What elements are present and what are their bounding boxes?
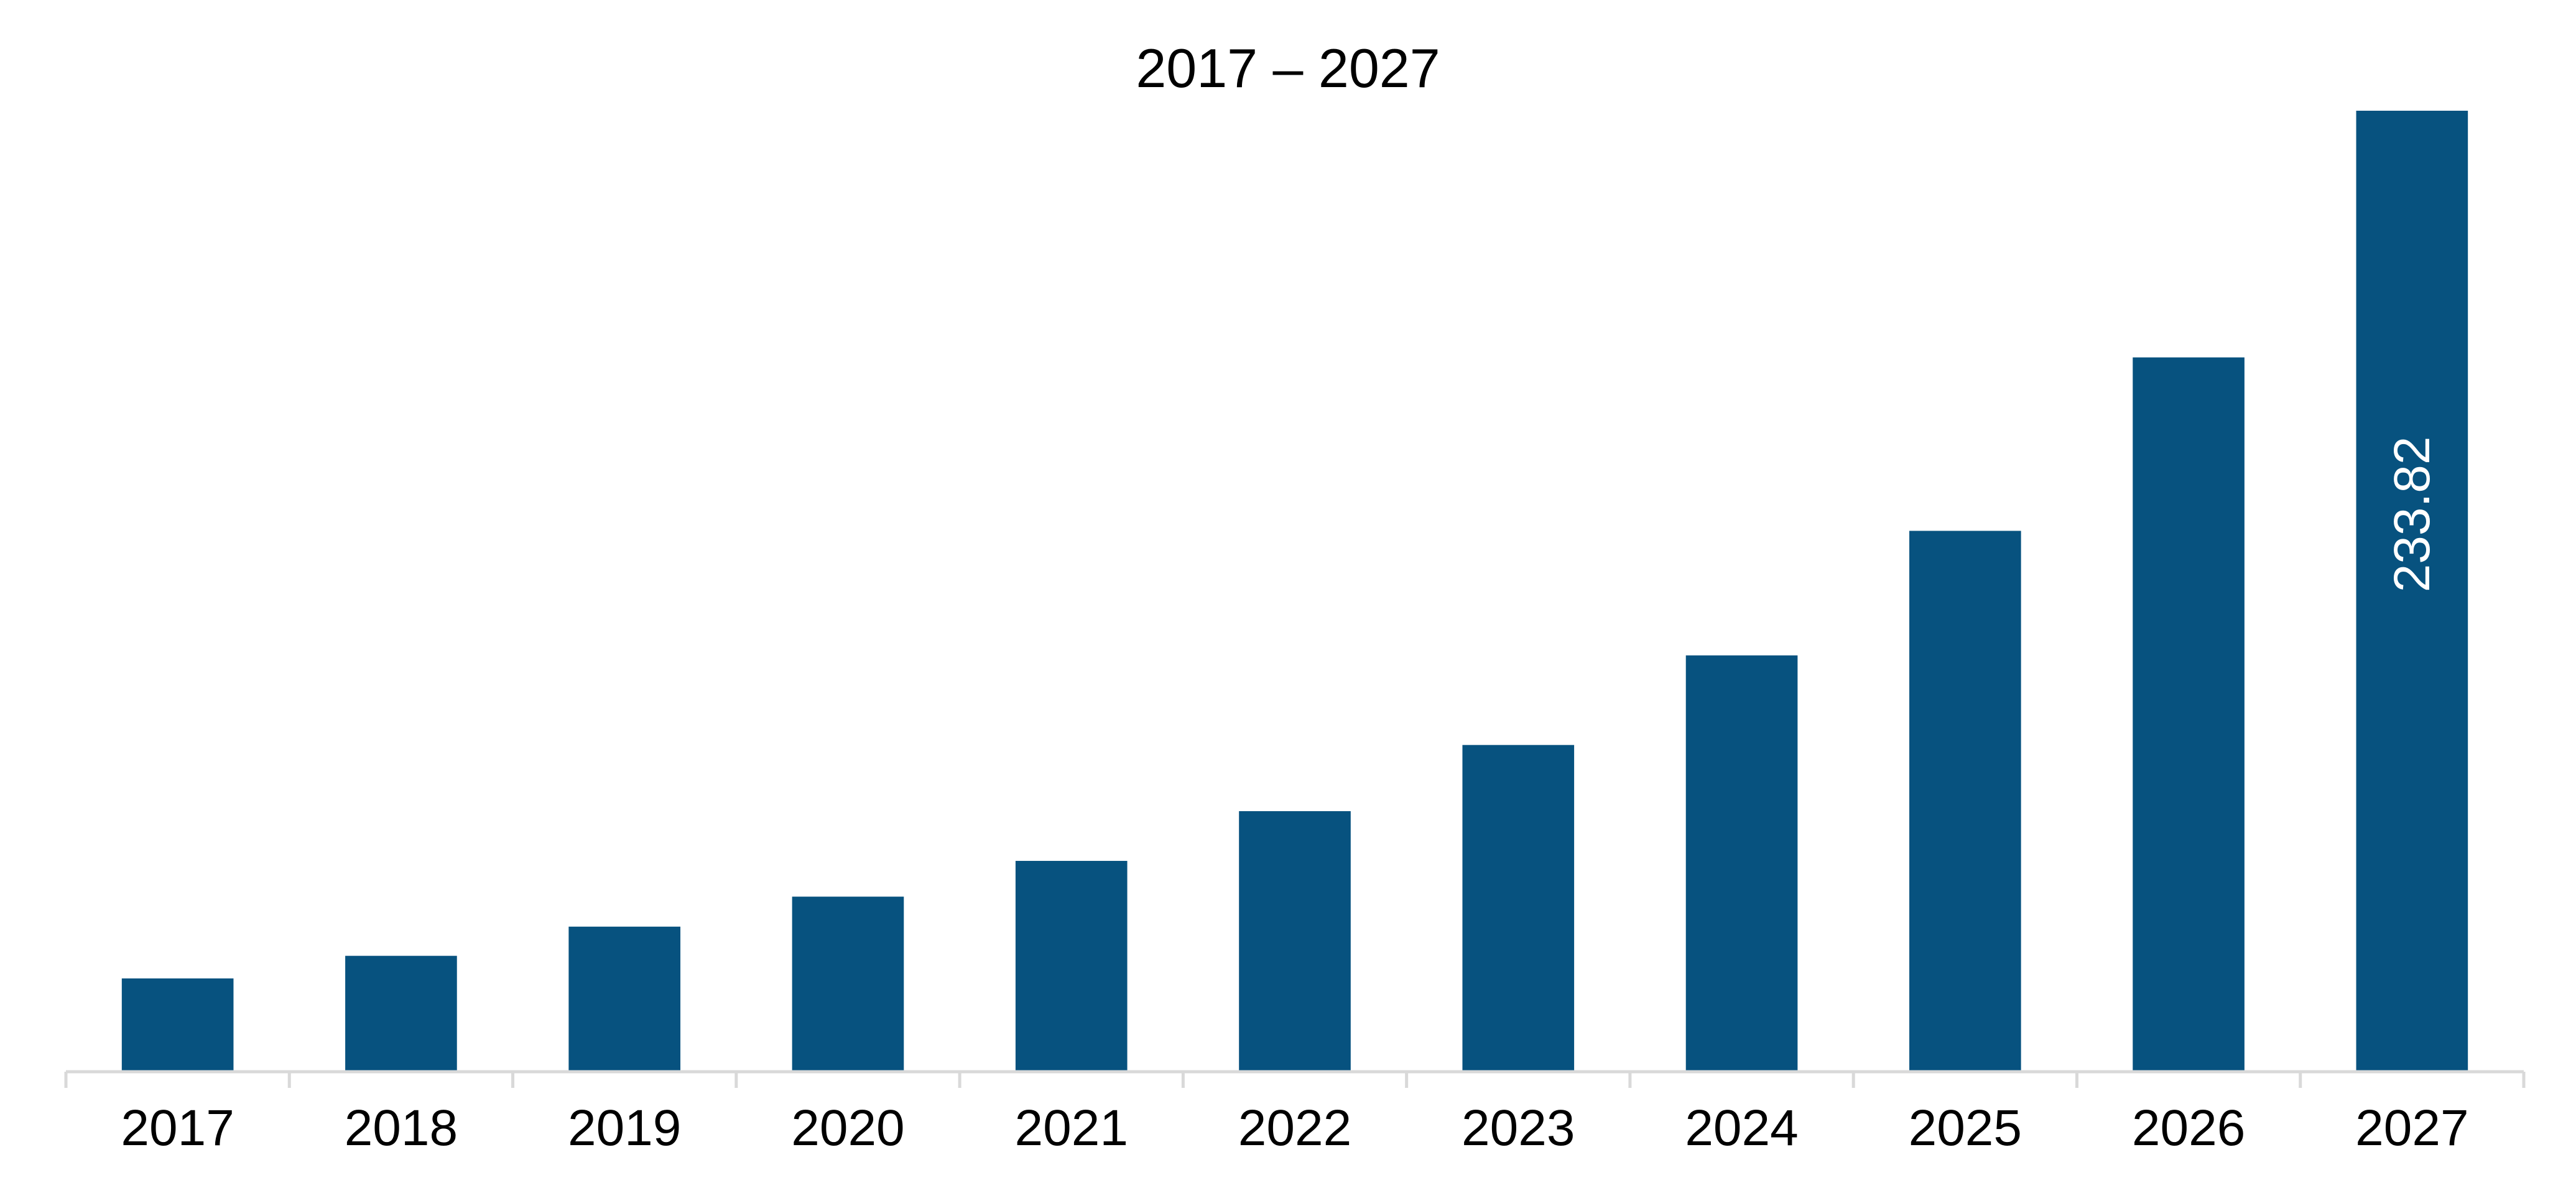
bar-2023 (1462, 745, 1575, 1072)
x-tick-labels: 2017 2018 2019 2020 2021 2022 2023 2024 2025 2026… (121, 1100, 2468, 1156)
x-tick-label-2026: 2026 (2132, 1100, 2245, 1156)
x-tick-label-2022: 2022 (1238, 1100, 1351, 1156)
x-tick-label-2020: 2020 (791, 1100, 904, 1156)
x-tick-label-2027: 2027 (2355, 1100, 2468, 1156)
bar-2021 (1015, 861, 1128, 1072)
data-label-2027: 233.82 (2384, 436, 2440, 592)
bars-group (121, 111, 2468, 1072)
x-tick-label-2018: 2018 (345, 1100, 458, 1156)
bar-2026 (2133, 357, 2245, 1072)
bar-2019 (568, 926, 680, 1072)
data-labels: 233.82 (2384, 436, 2440, 592)
x-tick-label-2019: 2019 (568, 1100, 681, 1156)
bar-2022 (1239, 811, 1351, 1072)
bar-2020 (792, 896, 904, 1072)
bar-2018 (345, 955, 457, 1072)
x-tick-label-2017: 2017 (121, 1100, 234, 1156)
x-tick-label-2024: 2024 (1685, 1100, 1798, 1156)
x-axis (64, 1070, 2526, 1088)
bar-2027 (2356, 111, 2468, 1072)
bar-2017 (121, 978, 234, 1072)
x-tick-label-2023: 2023 (1462, 1100, 1575, 1156)
bar-2025 (1909, 531, 2021, 1072)
chart-title: 2017 – 2027 (1136, 37, 1440, 99)
bar-2024 (1685, 655, 1798, 1072)
x-tick-label-2025: 2025 (1909, 1100, 2022, 1156)
x-tick-label-2021: 2021 (1015, 1100, 1128, 1156)
